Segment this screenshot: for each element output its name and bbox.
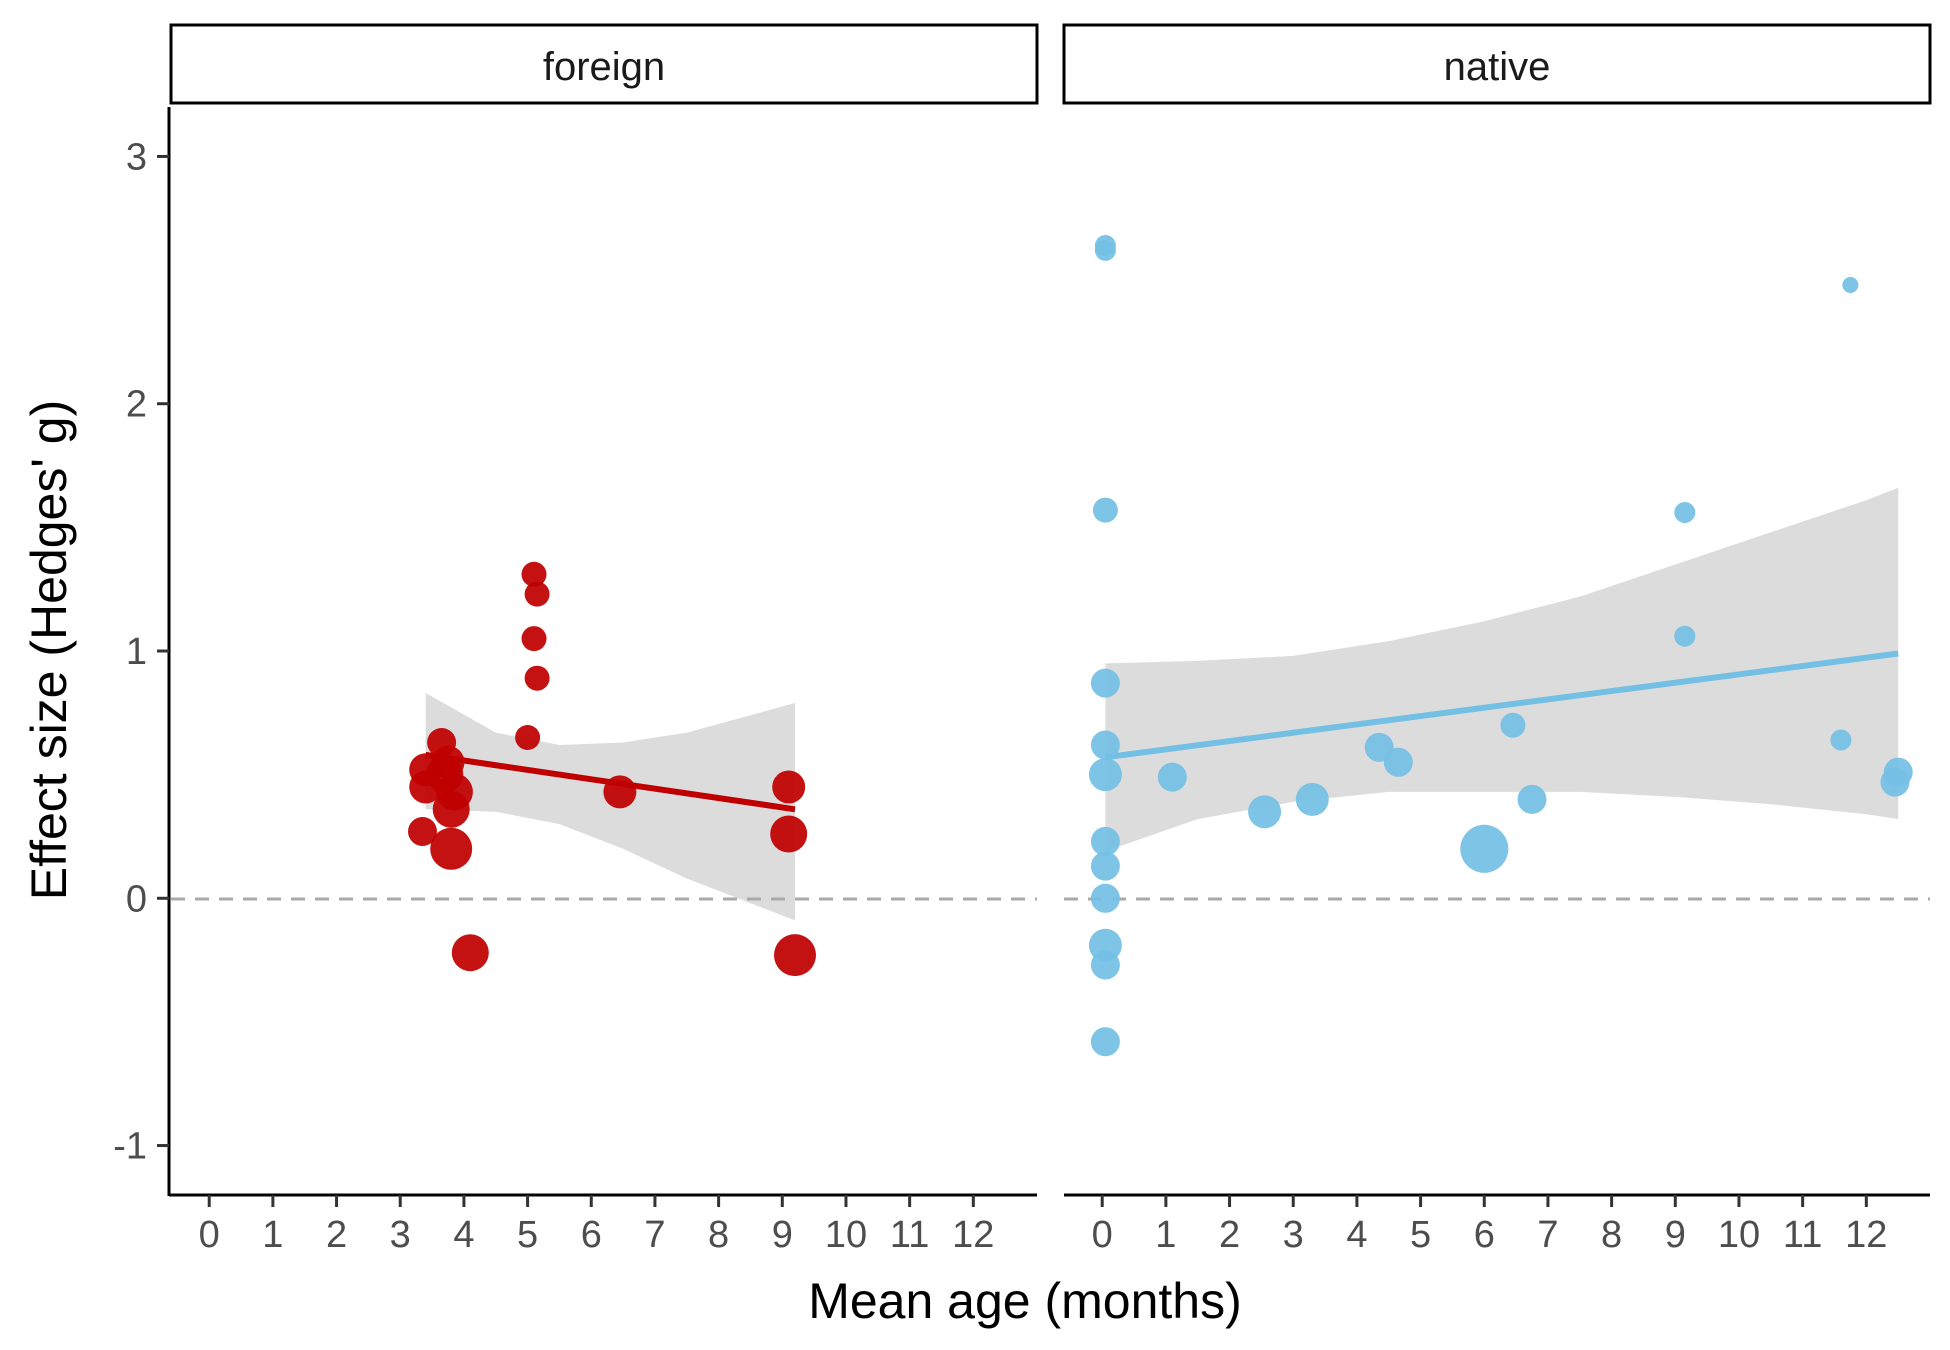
x-tick-label: 3 — [390, 1214, 411, 1256]
x-tick-label: 7 — [1537, 1214, 1558, 1256]
x-tick-label: 0 — [199, 1214, 220, 1256]
data-point-native — [1674, 625, 1696, 647]
data-point-native — [1674, 502, 1696, 523]
data-point-native — [1092, 497, 1118, 523]
x-tick-label: 1 — [1155, 1214, 1176, 1256]
x-tick-label: 9 — [772, 1214, 793, 1256]
strip-label-foreign: foreign — [543, 45, 665, 89]
data-point-native — [1295, 782, 1329, 816]
x-axis-title: Mean age (months) — [808, 1273, 1242, 1329]
x-tick-label: 2 — [1219, 1214, 1240, 1256]
data-point-native — [1094, 239, 1116, 261]
data-point-foreign — [521, 561, 547, 587]
x-tick-label: 12 — [952, 1214, 994, 1256]
confidence-ribbon-foreign — [425, 693, 795, 921]
data-point-native — [1383, 747, 1413, 777]
data-point-native — [1090, 851, 1120, 881]
y-axis-title: Effect size (Hedges' g) — [21, 400, 77, 901]
y-tick-label: 1 — [126, 631, 147, 673]
data-point-native — [1090, 668, 1120, 698]
x-tick-label: 5 — [1410, 1214, 1431, 1256]
data-point-native — [1460, 824, 1509, 873]
data-point-foreign — [774, 934, 816, 977]
y-tick-label: 2 — [126, 384, 147, 426]
data-point-native — [1157, 762, 1187, 792]
data-point-foreign — [521, 626, 547, 652]
x-tick-label: 10 — [1718, 1214, 1760, 1256]
x-tick-label: 6 — [1474, 1214, 1495, 1256]
regression-line-foreign — [425, 751, 796, 813]
x-tick-label: 8 — [1601, 1214, 1622, 1256]
panel-native: native 0 1 2 3 4 5 6 7 8 9 10 11 12 — [1062, 23, 1932, 1256]
data-point-foreign — [524, 665, 550, 691]
data-point-foreign — [408, 817, 437, 846]
panel-foreign: foreign 0 1 2 3 4 5 6 7 8 9 10 11 12 — [169, 23, 1039, 1256]
y-tick-label: -1 — [113, 1126, 147, 1168]
x-tick-label: 11 — [890, 1214, 929, 1256]
x-tick-label: 11 — [1783, 1214, 1822, 1256]
data-point-native — [1090, 883, 1120, 913]
x-tick-label: 0 — [1092, 1214, 1113, 1256]
x-tick-label: 2 — [326, 1214, 347, 1256]
data-point-native — [1880, 767, 1910, 797]
regression-line-native — [1105, 650, 1899, 761]
x-tick-label: 4 — [453, 1214, 474, 1256]
y-axis-ticks: -1 0 1 2 3 — [113, 136, 169, 1168]
data-point-native — [1090, 730, 1120, 760]
data-point-foreign — [451, 934, 489, 972]
x-tick-label: 9 — [1665, 1214, 1686, 1256]
data-point-native — [1090, 950, 1120, 980]
strip-native — [1062, 23, 1932, 105]
x-tick-label: 3 — [1283, 1214, 1304, 1256]
x-tick-label: 5 — [517, 1214, 538, 1256]
data-point-native — [1517, 784, 1547, 814]
x-tick-label: 4 — [1346, 1214, 1367, 1256]
data-point-foreign — [524, 581, 550, 607]
y-tick-label: 0 — [126, 878, 147, 920]
data-point-native — [1500, 712, 1526, 738]
data-point-foreign — [770, 815, 808, 853]
data-point-foreign — [515, 725, 541, 750]
data-point-native — [1088, 758, 1122, 792]
x-tick-label: 6 — [581, 1214, 602, 1256]
data-point-native — [1090, 826, 1120, 856]
x-tick-label: 1 — [262, 1214, 283, 1256]
x-tick-label: 12 — [1845, 1214, 1887, 1256]
confidence-ribbon-native — [1105, 487, 1899, 852]
data-point-foreign — [432, 790, 470, 828]
strip-foreign — [169, 23, 1039, 105]
x-tick-label: 7 — [644, 1214, 665, 1256]
data-point-native — [1830, 729, 1852, 751]
y-tick-label: 3 — [126, 136, 147, 178]
data-point-native — [1842, 277, 1859, 293]
data-point-foreign — [772, 770, 806, 804]
strip-label-native: native — [1444, 45, 1551, 89]
data-point-native — [1090, 1027, 1120, 1057]
data-point-foreign — [430, 827, 473, 870]
data-point-native — [1248, 795, 1282, 829]
x-tick-label: 8 — [708, 1214, 729, 1256]
x-tick-label: 10 — [825, 1214, 867, 1256]
